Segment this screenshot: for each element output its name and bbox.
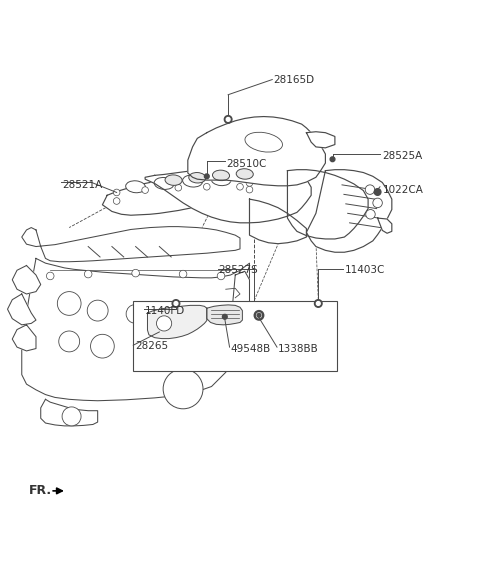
Circle shape	[135, 337, 156, 357]
Circle shape	[91, 335, 114, 358]
Circle shape	[204, 174, 209, 179]
Circle shape	[224, 116, 232, 123]
Circle shape	[113, 189, 120, 196]
Circle shape	[47, 272, 54, 280]
Circle shape	[314, 300, 322, 307]
Text: 49548B: 49548B	[230, 344, 271, 354]
Circle shape	[59, 331, 80, 352]
Circle shape	[316, 302, 320, 306]
Circle shape	[257, 314, 261, 318]
Text: 28510C: 28510C	[226, 159, 266, 168]
Circle shape	[113, 197, 120, 204]
Ellipse shape	[189, 172, 206, 183]
Circle shape	[374, 189, 381, 195]
Polygon shape	[188, 117, 325, 186]
Circle shape	[163, 369, 203, 409]
Circle shape	[179, 270, 187, 278]
Polygon shape	[306, 170, 392, 252]
Polygon shape	[41, 399, 97, 426]
Circle shape	[229, 307, 241, 319]
Ellipse shape	[165, 175, 182, 185]
Text: 1338BB: 1338BB	[278, 344, 319, 354]
Text: 28527S: 28527S	[219, 265, 258, 275]
Ellipse shape	[154, 178, 174, 189]
Ellipse shape	[182, 175, 203, 187]
Text: 1022CA: 1022CA	[383, 184, 423, 195]
Ellipse shape	[245, 132, 283, 152]
Circle shape	[126, 304, 145, 323]
Text: 28525A: 28525A	[383, 151, 422, 162]
Circle shape	[164, 307, 183, 326]
Circle shape	[156, 316, 172, 331]
Polygon shape	[145, 163, 311, 223]
Polygon shape	[8, 294, 36, 325]
Circle shape	[62, 407, 81, 426]
Polygon shape	[12, 325, 36, 351]
Circle shape	[84, 270, 92, 278]
Text: 11403C: 11403C	[344, 265, 385, 275]
Ellipse shape	[211, 174, 231, 185]
Polygon shape	[22, 226, 240, 262]
Circle shape	[142, 187, 148, 193]
Text: 1140FD: 1140FD	[145, 306, 185, 316]
Polygon shape	[12, 266, 41, 294]
Circle shape	[246, 180, 253, 186]
Polygon shape	[22, 258, 250, 401]
Circle shape	[87, 300, 108, 321]
Circle shape	[366, 209, 375, 219]
Circle shape	[175, 184, 181, 191]
Ellipse shape	[236, 169, 253, 179]
Circle shape	[217, 272, 225, 280]
Text: FR.: FR.	[29, 484, 52, 497]
Circle shape	[174, 302, 178, 306]
Circle shape	[237, 183, 243, 190]
Circle shape	[234, 326, 246, 337]
Circle shape	[222, 315, 227, 319]
Polygon shape	[102, 175, 259, 215]
Polygon shape	[147, 306, 207, 339]
Circle shape	[246, 186, 253, 193]
Circle shape	[257, 313, 261, 318]
Circle shape	[375, 189, 380, 195]
Polygon shape	[250, 199, 306, 244]
Ellipse shape	[213, 170, 229, 180]
Circle shape	[365, 185, 375, 195]
Polygon shape	[207, 305, 242, 325]
Circle shape	[254, 311, 264, 320]
Text: 28265: 28265	[136, 341, 169, 351]
Circle shape	[172, 300, 180, 307]
Polygon shape	[288, 170, 368, 239]
Polygon shape	[306, 132, 335, 148]
Text: 28521A: 28521A	[62, 180, 102, 190]
Circle shape	[226, 117, 230, 121]
Circle shape	[376, 191, 379, 193]
Circle shape	[330, 157, 335, 162]
Ellipse shape	[126, 181, 145, 193]
Polygon shape	[230, 271, 250, 337]
Circle shape	[373, 198, 383, 208]
Text: 28165D: 28165D	[273, 76, 314, 85]
Polygon shape	[378, 218, 392, 233]
Circle shape	[132, 269, 139, 277]
Bar	[133, 300, 337, 371]
Circle shape	[57, 292, 81, 315]
Circle shape	[204, 183, 210, 190]
Circle shape	[226, 117, 230, 122]
